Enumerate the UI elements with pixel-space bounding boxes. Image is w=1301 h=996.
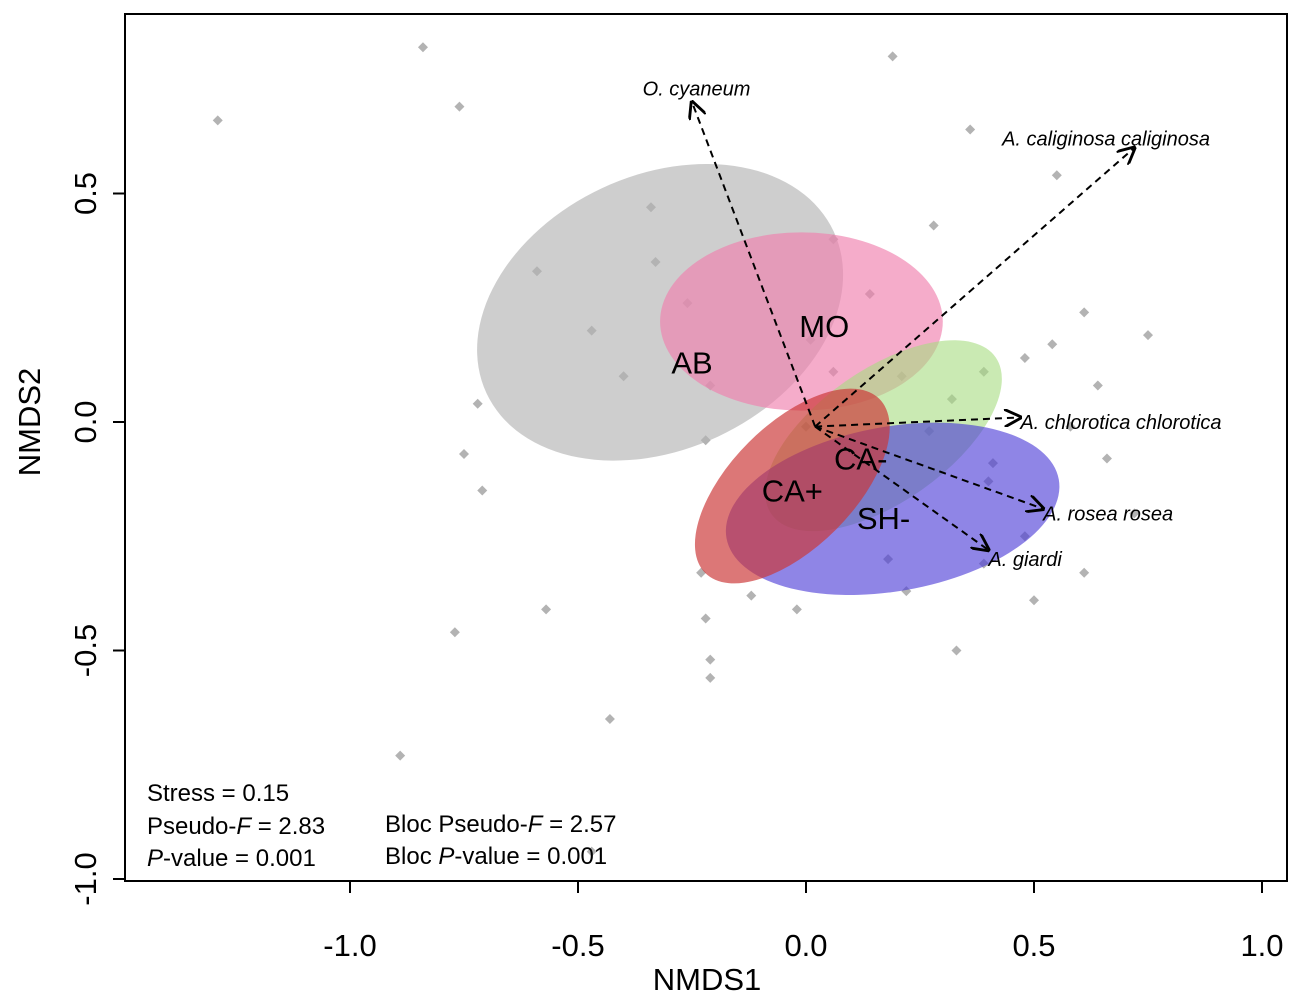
bloc-pseudo-f-text: Bloc Pseudo-F = 2.57 [385,811,616,838]
sample-point [928,220,939,231]
species-label: A. chlorotica chlorotica [1019,412,1221,434]
sample-point [951,645,962,656]
species-label: A. rosea rosea [1042,503,1173,525]
sample-point [1092,380,1103,391]
x-axis-title: NMDS1 [653,962,762,996]
sample-point [212,115,223,126]
x-tick-label: -0.5 [551,928,604,963]
group-label: AB [671,346,712,381]
sample-point [887,51,898,62]
y-axis-title: NMDS2 [12,368,47,477]
x-axis: -1.0 -0.5 0.0 0.5 1.0 [323,880,1284,963]
sample-point [586,846,597,857]
x-tick-label: 1.0 [1240,928,1283,963]
sample-point [965,124,976,135]
species-label: O. cyaneum [643,78,751,100]
species-vector-arrow [815,417,1020,428]
sample-point [705,672,716,683]
group-labels: AB MO CA- SH- CA+ [671,309,910,536]
sample-point [1079,307,1090,318]
x-tick-label: 0.0 [784,928,827,963]
sample-point [700,613,711,624]
species-label: A. caliginosa caliginosa [1001,129,1210,151]
stress-text: Stress = 0.15 [147,780,289,807]
y-tick-label: 0.0 [68,400,103,443]
species-vector-arrow [814,425,1043,509]
x-tick-label: -1.0 [323,928,376,963]
sample-point [1051,170,1062,181]
sample-point [1065,421,1076,432]
group-label: CA+ [762,474,823,509]
group-label: CA- [834,442,887,477]
y-tick-label: 0.5 [68,172,103,215]
sample-point [1047,339,1058,350]
x-tick-label: 0.5 [1012,928,1055,963]
sample-point [477,485,488,496]
species-label: A. giardi [987,549,1062,571]
p-value-text: P-value = 0.001 [147,845,316,872]
species-labels: O. cyaneum A. caliginosa caliginosa A. chl… [643,78,1222,571]
pseudo-f-text: Pseudo-F = 2.83 [147,813,325,840]
species-vector-arrow [814,148,1134,428]
species-vector-arrow [692,102,817,427]
sample-point [395,750,406,761]
statistics-annotation: Stress = 0.15 Pseudo-F = 2.83 P-value = … [147,780,616,872]
group-label: MO [799,309,849,344]
sample-point [1143,330,1153,341]
y-axis: -1.0 -0.5 0.0 0.5 [68,172,126,906]
sample-point [705,654,716,665]
sample-point [1129,508,1140,519]
sample-point [1019,353,1030,364]
sample-point [791,604,802,615]
y-tick-label: -0.5 [68,624,103,677]
bloc-p-value-text: Bloc P-value = 0.001 [385,843,607,870]
sample-point [454,101,465,112]
ellipse-ca-plus [694,388,890,584]
sample-point [417,42,428,53]
sample-point [541,604,552,615]
sample-point [604,714,615,725]
group-label: SH- [857,501,910,536]
sample-point [1079,567,1090,578]
sample-point [746,590,757,601]
sample-point [1101,453,1112,464]
sample-point [449,627,460,638]
sample-point [1029,595,1039,606]
sample-point [472,398,483,409]
species-vectors [692,102,1134,550]
y-tick-label: -1.0 [68,852,103,905]
sample-point [459,448,469,459]
